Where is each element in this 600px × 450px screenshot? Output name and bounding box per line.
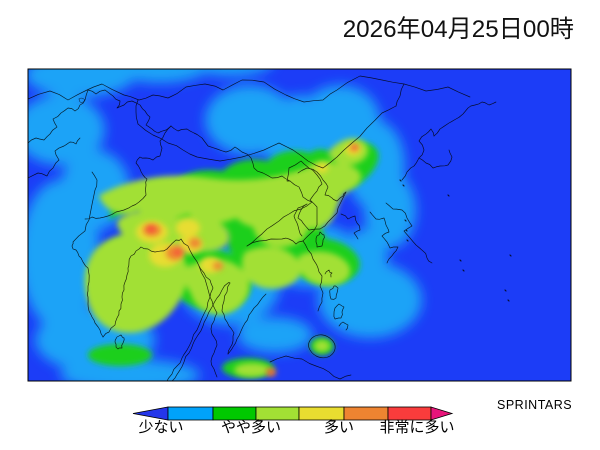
svg-text:やや多い: やや多い [221, 419, 281, 436]
svg-text:少ない: 少ない [138, 419, 183, 436]
svg-text:多い: 多い [324, 419, 354, 436]
svg-text:SPRINTARS: SPRINTARS [497, 398, 572, 412]
svg-text:2026年04月25日00時: 2026年04月25日00時 [343, 16, 574, 43]
svg-text:非常に多い: 非常に多い [379, 419, 454, 436]
